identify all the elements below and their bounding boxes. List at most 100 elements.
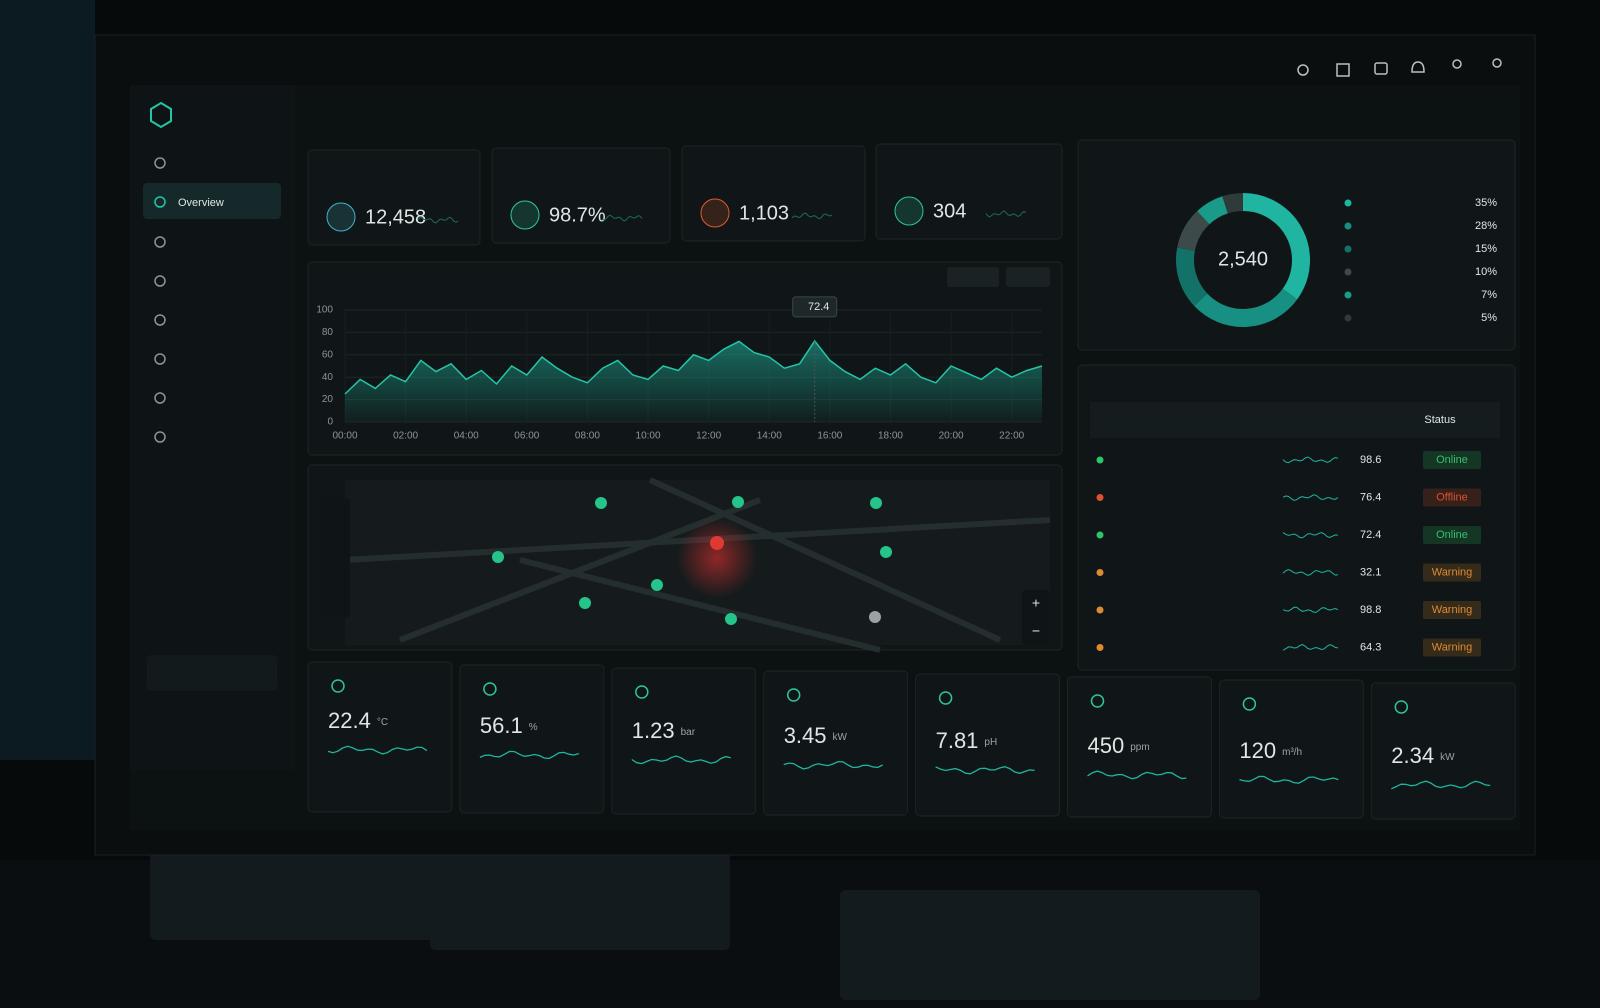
dropdown[interactable] bbox=[1006, 267, 1050, 287]
nav-icon[interactable] bbox=[154, 314, 166, 326]
nav-icon[interactable] bbox=[154, 236, 166, 248]
map-pins bbox=[492, 496, 892, 625]
row-sparkline bbox=[1282, 494, 1339, 501]
row-sparkline bbox=[1282, 531, 1339, 539]
monitor-icon[interactable] bbox=[1374, 62, 1388, 75]
bell-icon[interactable] bbox=[1411, 61, 1425, 73]
table-header bbox=[1090, 402, 1500, 438]
nav-icon[interactable] bbox=[154, 275, 166, 287]
row-value: 98.6 bbox=[1360, 454, 1381, 466]
pin[interactable] bbox=[880, 546, 892, 558]
nav-icon[interactable] bbox=[154, 157, 166, 169]
legend-dot bbox=[1344, 314, 1352, 322]
trend-area bbox=[345, 340, 1042, 422]
pin[interactable] bbox=[579, 597, 591, 609]
row-sparkline bbox=[1282, 606, 1339, 613]
settings-button[interactable] bbox=[147, 655, 277, 691]
row-value: 76.4 bbox=[1360, 491, 1381, 503]
kpi-sparkline bbox=[417, 216, 459, 224]
nav-icon[interactable] bbox=[154, 392, 166, 404]
nav-label[interactable]: Overview bbox=[178, 197, 224, 209]
kpi-value: 1,103 bbox=[739, 202, 789, 224]
sensor-card bbox=[1218, 679, 1364, 819]
legend-dot bbox=[1344, 291, 1352, 299]
x-tick-label: 06:00 bbox=[514, 431, 539, 442]
sensor-icon bbox=[938, 691, 953, 705]
legend-value: 35% bbox=[1475, 197, 1497, 209]
pin[interactable] bbox=[710, 536, 724, 550]
kpi-icon bbox=[326, 202, 356, 232]
status-label: Offline bbox=[1436, 491, 1468, 503]
x-tick-label: 02:00 bbox=[393, 431, 418, 442]
legend-value: 7% bbox=[1481, 289, 1497, 301]
pin[interactable] bbox=[732, 496, 744, 508]
sensor-value: 450 ppm bbox=[1088, 733, 1150, 758]
window bbox=[0, 0, 95, 760]
donut-segment bbox=[1177, 211, 1210, 252]
sensor-sparkline bbox=[631, 755, 731, 765]
row-dot bbox=[1096, 494, 1104, 501]
row-value: 72.4 bbox=[1360, 529, 1381, 541]
tablet bbox=[150, 830, 470, 940]
sensor-icon bbox=[635, 685, 649, 699]
sensor-icon bbox=[483, 682, 497, 696]
zoom-controls[interactable] bbox=[1022, 590, 1050, 645]
kpi-value: 12,458 bbox=[365, 206, 426, 228]
status-pill bbox=[1423, 526, 1481, 544]
logo bbox=[150, 101, 172, 129]
zoom-in[interactable]: + bbox=[1032, 595, 1040, 611]
sensor-unit: kW bbox=[1440, 752, 1455, 763]
nav-active[interactable] bbox=[143, 183, 281, 219]
status-pill bbox=[1423, 601, 1481, 619]
sensor-unit: kW bbox=[833, 732, 848, 743]
sensor-value: 22.4 °C bbox=[328, 708, 388, 733]
sensor-icon bbox=[786, 688, 801, 702]
x-tick-label: 16:00 bbox=[817, 431, 842, 442]
x-tick-label: 04:00 bbox=[454, 431, 479, 442]
sensor-icon bbox=[331, 679, 345, 693]
status-label: Warning bbox=[1432, 604, 1473, 616]
pin[interactable] bbox=[595, 497, 607, 509]
map-tools[interactable] bbox=[322, 498, 350, 618]
status-label: Online bbox=[1436, 454, 1468, 466]
sensor-value: 7.81 pH bbox=[936, 728, 998, 753]
sensor-value: 120 m³/h bbox=[1239, 738, 1302, 763]
sensor-value: 2.34 kW bbox=[1391, 743, 1455, 768]
apps-icon[interactable] bbox=[1336, 63, 1350, 77]
tooltip-box bbox=[792, 296, 838, 318]
dropdown[interactable] bbox=[947, 267, 999, 287]
status-pill bbox=[1423, 638, 1481, 657]
nav-icon[interactable] bbox=[154, 353, 166, 365]
row-sparkline bbox=[1282, 456, 1339, 464]
sensor-number: 7.81 bbox=[936, 728, 979, 753]
sensor-card bbox=[459, 664, 605, 814]
sensor-sparkline bbox=[1239, 775, 1339, 784]
row-dot bbox=[1096, 569, 1104, 576]
zoom-out[interactable]: − bbox=[1032, 623, 1040, 639]
pin[interactable] bbox=[725, 613, 737, 625]
donut-segment bbox=[1194, 288, 1298, 327]
sensor-icon bbox=[1242, 697, 1257, 711]
status-pill bbox=[1423, 563, 1481, 582]
user-icon[interactable] bbox=[1452, 59, 1462, 69]
status-label: Warning bbox=[1432, 641, 1473, 653]
y-tick-label: 0 bbox=[327, 417, 333, 428]
pin[interactable] bbox=[869, 611, 881, 623]
account-icon[interactable] bbox=[1492, 58, 1502, 68]
pin[interactable] bbox=[492, 551, 504, 563]
x-tick-label: 00:00 bbox=[332, 431, 357, 442]
pin[interactable] bbox=[651, 579, 663, 591]
sensor-value: 3.45 kW bbox=[784, 723, 848, 748]
pin[interactable] bbox=[870, 497, 882, 509]
nav-icon[interactable] bbox=[154, 431, 166, 443]
sensor-number: 120 bbox=[1239, 738, 1276, 763]
kpi-sparkline bbox=[985, 210, 1027, 218]
status-pill bbox=[1423, 451, 1481, 469]
search-icon[interactable] bbox=[1297, 64, 1309, 76]
donut-segment bbox=[1222, 193, 1244, 214]
legend-dot bbox=[1344, 268, 1352, 276]
legend-value: 10% bbox=[1475, 266, 1497, 278]
legend-dot bbox=[1344, 199, 1352, 207]
toolbar bbox=[1297, 58, 1502, 77]
